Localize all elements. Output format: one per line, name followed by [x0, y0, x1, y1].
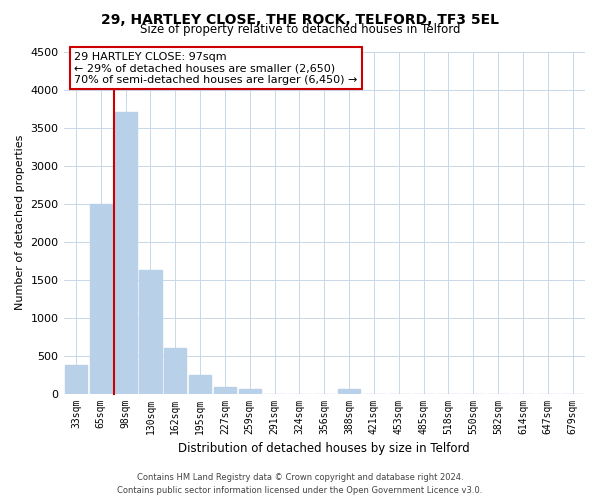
Bar: [164, 348, 187, 394]
X-axis label: Distribution of detached houses by size in Telford: Distribution of detached houses by size …: [178, 442, 470, 455]
Bar: [89, 204, 112, 394]
Bar: [214, 386, 236, 394]
Bar: [115, 112, 137, 394]
Text: 29 HARTLEY CLOSE: 97sqm
← 29% of detached houses are smaller (2,650)
70% of semi: 29 HARTLEY CLOSE: 97sqm ← 29% of detache…: [74, 52, 358, 84]
Bar: [338, 390, 360, 394]
Text: 29, HARTLEY CLOSE, THE ROCK, TELFORD, TF3 5EL: 29, HARTLEY CLOSE, THE ROCK, TELFORD, TF…: [101, 12, 499, 26]
Bar: [239, 390, 261, 394]
Bar: [189, 376, 211, 394]
Text: Size of property relative to detached houses in Telford: Size of property relative to detached ho…: [140, 22, 460, 36]
Bar: [65, 364, 87, 394]
Y-axis label: Number of detached properties: Number of detached properties: [15, 135, 25, 310]
Bar: [139, 270, 161, 394]
Text: Contains HM Land Registry data © Crown copyright and database right 2024.
Contai: Contains HM Land Registry data © Crown c…: [118, 474, 482, 495]
